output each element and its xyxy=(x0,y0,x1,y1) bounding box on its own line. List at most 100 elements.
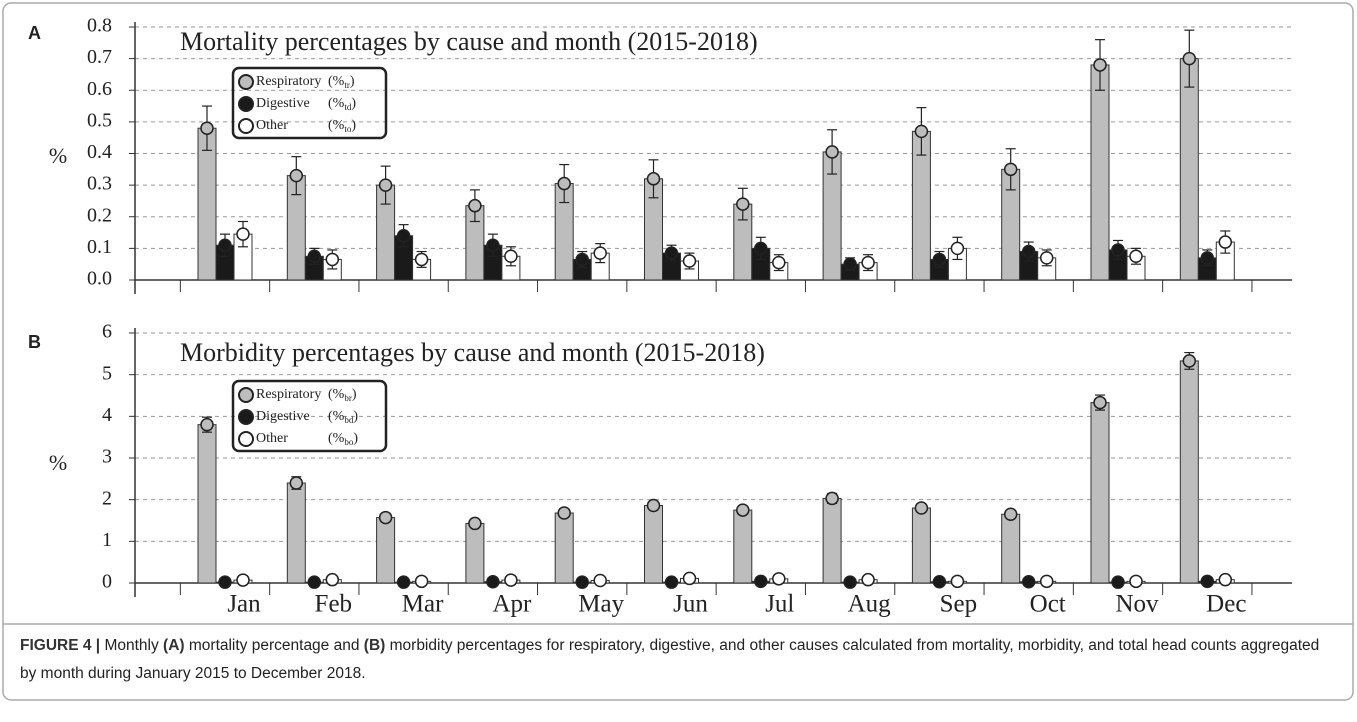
x-tick-label: Dec xyxy=(1206,591,1246,618)
point-marker xyxy=(1111,575,1125,589)
x-tick-label: Jun xyxy=(673,591,708,618)
point-marker xyxy=(1003,507,1018,521)
point-marker xyxy=(396,228,411,243)
point-marker xyxy=(378,510,393,525)
point-marker xyxy=(932,252,947,267)
point-marker xyxy=(593,246,607,260)
point-marker xyxy=(932,575,947,589)
point-marker xyxy=(1129,574,1143,589)
legend-unit-open: (% xyxy=(328,118,345,133)
point-marker xyxy=(1129,249,1143,264)
legend-unit: (%td) xyxy=(328,96,356,112)
point-marker xyxy=(646,172,661,186)
x-tick-label: Oct xyxy=(1030,591,1066,618)
point-marker xyxy=(218,238,232,252)
point-marker xyxy=(754,574,768,589)
bar xyxy=(1090,64,1110,281)
x-tick-label: Apr xyxy=(492,591,532,618)
point-marker xyxy=(307,575,322,589)
legend-unit-close: ) xyxy=(353,409,358,424)
point-marker xyxy=(575,252,589,267)
x-tick-label: Nov xyxy=(1115,591,1159,618)
bar xyxy=(644,505,663,584)
point-marker xyxy=(468,198,482,213)
legend-name: Digestive xyxy=(256,96,310,111)
bar xyxy=(822,497,842,584)
point-marker xyxy=(1182,51,1197,66)
y-tick-label: 4 xyxy=(102,404,112,426)
chart-title: Mortality percentages by cause and month… xyxy=(180,27,758,56)
point-marker xyxy=(396,575,411,589)
point-marker xyxy=(825,491,839,506)
legend-unit-open: (% xyxy=(328,387,345,402)
legend-subscript: tr xyxy=(344,80,350,90)
point-marker xyxy=(1021,575,1036,589)
y-tick-label: 0.0 xyxy=(87,268,112,290)
caption-part: (B) xyxy=(363,637,386,654)
point-marker xyxy=(1218,572,1233,587)
legend-name: Other xyxy=(256,431,288,446)
y-tick-label: 5 xyxy=(102,362,112,384)
legend-subscript: bo xyxy=(344,437,354,447)
point-marker xyxy=(236,573,250,587)
legend-name: Respiratory xyxy=(256,387,321,402)
point-marker xyxy=(772,572,786,586)
legend-name: Respiratory xyxy=(256,74,321,89)
legend-unit: (%br) xyxy=(328,387,357,403)
point-marker xyxy=(843,575,857,589)
y-tick-label: 2 xyxy=(102,487,112,509)
bar xyxy=(286,482,306,584)
chart-title: Morbidity percentages by cause and month… xyxy=(180,338,765,367)
bar xyxy=(733,509,753,584)
point-marker xyxy=(950,574,965,589)
frame xyxy=(2,2,1354,701)
y-tick-label: 0.1 xyxy=(87,236,112,258)
point-marker xyxy=(1003,162,1018,177)
point-marker xyxy=(468,516,482,531)
point-marker xyxy=(1182,354,1197,368)
point-marker xyxy=(914,501,929,515)
legend-unit: (%bo) xyxy=(328,431,358,447)
y-tick-label: 0.6 xyxy=(87,78,112,100)
bar xyxy=(554,512,574,584)
x-tick-label: Jan xyxy=(227,591,261,618)
bar xyxy=(911,507,931,584)
x-tick-label: Jul xyxy=(765,591,794,618)
legend-unit-close: ) xyxy=(353,431,358,446)
point-marker xyxy=(200,417,214,432)
x-tick-label: Mar xyxy=(402,591,444,618)
point-marker xyxy=(664,246,679,260)
point-marker xyxy=(1200,251,1215,265)
y-tick-label: 3 xyxy=(102,446,112,468)
point-marker xyxy=(1111,243,1125,257)
y-axis-label: % xyxy=(49,450,67,475)
point-marker xyxy=(289,168,304,183)
legend-marker xyxy=(238,431,254,447)
x-tick-label: Aug xyxy=(848,591,892,618)
y-axis-label: % xyxy=(49,143,67,168)
bar xyxy=(1179,360,1199,584)
legend-marker xyxy=(238,74,254,90)
bar xyxy=(1090,402,1110,584)
legend-marker xyxy=(238,409,254,425)
bar xyxy=(376,517,396,584)
bar xyxy=(197,127,217,281)
legend-unit-close: ) xyxy=(350,74,355,89)
point-marker xyxy=(1039,574,1054,589)
point-marker xyxy=(950,241,965,256)
legend-subscript: br xyxy=(344,393,352,403)
point-marker xyxy=(557,176,571,191)
bar xyxy=(1179,58,1199,281)
panel-letter: A xyxy=(28,23,41,43)
point-marker xyxy=(754,241,768,256)
y-tick-label: 0.2 xyxy=(87,204,112,226)
y-tick-label: 0.5 xyxy=(87,109,112,131)
point-marker xyxy=(486,575,500,589)
caption: FIGURE 4 | Monthly (A) mortality percent… xyxy=(20,632,1335,688)
point-marker xyxy=(772,255,786,270)
y-tick-label: 0.8 xyxy=(87,15,112,37)
legend-unit-close: ) xyxy=(351,96,356,111)
legend-marker xyxy=(238,96,254,112)
point-marker xyxy=(736,197,750,211)
